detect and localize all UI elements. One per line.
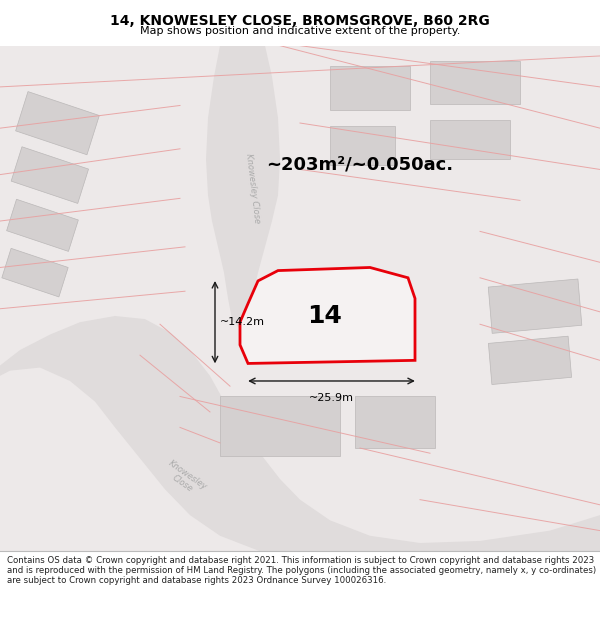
Text: 14: 14: [308, 304, 343, 328]
Polygon shape: [7, 199, 79, 251]
Polygon shape: [2, 248, 68, 297]
Polygon shape: [220, 396, 340, 456]
Text: Map shows position and indicative extent of the property.: Map shows position and indicative extent…: [140, 26, 460, 36]
Polygon shape: [330, 66, 410, 109]
Polygon shape: [0, 316, 600, 551]
Polygon shape: [355, 396, 435, 448]
Polygon shape: [488, 279, 582, 333]
Polygon shape: [11, 147, 89, 203]
Text: ~25.9m: ~25.9m: [309, 393, 354, 403]
Polygon shape: [430, 61, 520, 104]
Polygon shape: [16, 92, 100, 155]
Polygon shape: [330, 126, 395, 166]
Text: Knowesley Close: Knowesley Close: [244, 152, 262, 223]
Text: Knowesley
Close: Knowesley Close: [161, 458, 209, 500]
Polygon shape: [430, 120, 510, 159]
Text: ~14.2m: ~14.2m: [220, 317, 265, 327]
Text: ~203m²/~0.050ac.: ~203m²/~0.050ac.: [266, 155, 454, 173]
Polygon shape: [488, 336, 572, 384]
Text: 14, KNOWESLEY CLOSE, BROMSGROVE, B60 2RG: 14, KNOWESLEY CLOSE, BROMSGROVE, B60 2RG: [110, 14, 490, 28]
Text: Contains OS data © Crown copyright and database right 2021. This information is : Contains OS data © Crown copyright and d…: [7, 556, 596, 586]
Polygon shape: [240, 268, 415, 364]
Polygon shape: [206, 46, 280, 329]
